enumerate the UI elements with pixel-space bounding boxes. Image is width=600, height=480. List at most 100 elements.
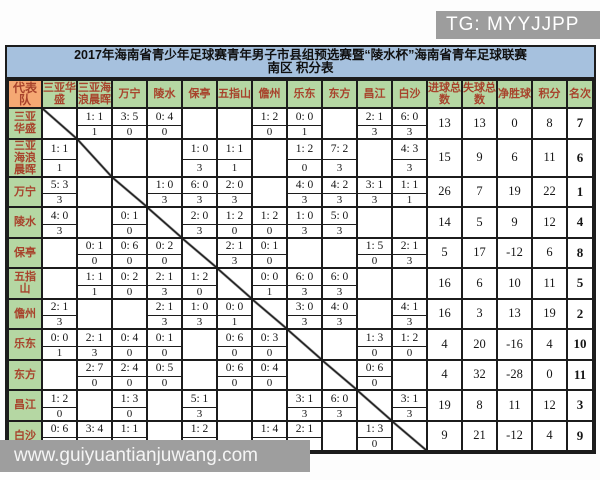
match-score-cell: 0: 0 — [251, 267, 288, 286]
total-goals-for-cell: 19 — [426, 389, 463, 422]
match-points-cell: 0 — [76, 254, 113, 269]
match-points-cell: 1 — [216, 159, 253, 178]
rank-cell: 5 — [566, 267, 594, 300]
no-match-cell — [76, 297, 113, 330]
total-points-cell: 8 — [531, 107, 568, 140]
match-points-cell: 3 — [181, 223, 218, 239]
match-score-cell: 2: 1 — [391, 236, 428, 255]
opponent-column-header: 三亚海浪晨晖 — [76, 79, 113, 109]
match-points-cell: 3 — [321, 159, 358, 178]
no-match-cell — [321, 419, 358, 452]
team-label: 万宁 — [7, 175, 43, 208]
goal-difference-cell: 11 — [496, 389, 533, 422]
match-points-cell: 0 — [391, 345, 428, 361]
match-points-cell: 1 — [216, 315, 253, 330]
match-points-cell: 0 — [251, 124, 288, 140]
no-match-cell — [391, 206, 428, 239]
match-points-cell: 3 — [181, 193, 218, 208]
team-label: 东方 — [7, 358, 43, 391]
match-score-cell: 1: 1 — [76, 107, 113, 126]
match-points-cell: 0 — [111, 223, 148, 239]
total-goals-against-cell: 8 — [461, 389, 498, 422]
total-goals-against-cell: 5 — [461, 206, 498, 239]
self-match-diagonal-cell — [216, 267, 253, 300]
table-title-line2: 南区 积分表 — [267, 61, 334, 75]
match-points-cell: 3 — [181, 315, 218, 330]
match-score-cell: 1: 1 — [41, 137, 78, 161]
no-match-cell — [251, 137, 288, 178]
self-match-diagonal-cell — [181, 236, 218, 269]
match-score-cell: 2: 0 — [216, 175, 253, 194]
total-goals-for-cell: 13 — [426, 107, 463, 140]
team-score-row: 三亚华盛 1: 1 3: 5 0: 4 1: 2 0: 0 2: 1 6: 0 13 13 0 8 7 — [7, 107, 594, 140]
match-score-cell: 1: 4 — [251, 419, 288, 438]
total-points-cell: 6 — [531, 236, 568, 269]
match-score-cell: 1: 1 — [391, 175, 428, 194]
match-score-cell: 0: 0 — [216, 297, 253, 316]
total-points-cell: 4 — [531, 328, 568, 361]
team-label: 五指山 — [7, 267, 43, 300]
total-goals-for-cell: 14 — [426, 206, 463, 239]
match-points-cell: 3 — [216, 193, 253, 208]
team-score-row: 保亭 0: 1 0: 6 0: 2 2: 1 0: 1 1: 5 2: 1 5 17 -12 6 8 — [7, 236, 594, 269]
match-score-cell: 2: 1 — [146, 297, 183, 316]
match-points-cell: 0 — [111, 254, 148, 269]
match-points-cell: 3 — [321, 315, 358, 330]
team-label: 昌江 — [7, 389, 43, 422]
total-goals-against-cell: 20 — [461, 328, 498, 361]
team-score-row: 陵水 4: 0 0: 1 2: 0 1: 2 1: 2 1: 0 5: 0 14 5 9 12 4 — [7, 206, 594, 239]
no-match-cell — [111, 297, 148, 330]
rank-cell: 2 — [566, 297, 594, 330]
opponent-column-header: 儋州 — [251, 79, 288, 109]
match-score-cell: 1: 2 — [181, 267, 218, 286]
match-score-cell: 1: 2 — [216, 206, 253, 225]
self-match-diagonal-cell — [146, 206, 183, 239]
match-points-cell: 3 — [321, 284, 358, 300]
match-points-cell: 1 — [76, 284, 113, 300]
match-points-cell: 3 — [286, 223, 323, 239]
match-score-cell: 4: 2 — [321, 175, 358, 194]
match-points-cell: 0 — [111, 376, 148, 391]
match-score-cell: 1: 2 — [41, 389, 78, 408]
match-score-cell: 1: 3 — [356, 328, 393, 347]
opponent-column-header: 乐东 — [286, 79, 323, 109]
total-points-cell: 22 — [531, 175, 568, 208]
match-score-cell: 2: 1 — [216, 236, 253, 255]
match-score-cell: 0: 6 — [216, 358, 253, 377]
total-goals-for-cell: 15 — [426, 137, 463, 178]
team-label: 儋州 — [7, 297, 43, 330]
match-score-cell: 3: 1 — [286, 389, 323, 408]
team-label: 三亚海浪晨晖 — [7, 137, 43, 178]
goal-difference-cell: 13 — [496, 297, 533, 330]
match-score-cell: 4: 0 — [321, 297, 358, 316]
team-score-row: 三亚海浪晨晖 1: 1 1: 0 1: 1 1: 2 7: 2 4: 3 15 9 6 11 6 — [7, 137, 594, 178]
match-score-cell: 1: 2 — [181, 419, 218, 438]
no-match-cell — [146, 137, 183, 178]
match-points-cell: 0 — [146, 376, 183, 391]
no-match-cell — [181, 328, 218, 361]
match-score-cell: 2: 1 — [41, 297, 78, 316]
match-points-cell: 3 — [41, 193, 78, 208]
table-title: 2017年海南省青少年足球赛青年男子市县组预选赛暨“陵水杯”海南省青年足球联赛 … — [7, 47, 594, 79]
match-score-cell: 3: 5 — [111, 107, 148, 126]
summary-column-header: 失球总数 — [461, 79, 498, 109]
self-match-diagonal-cell — [111, 175, 148, 208]
total-goals-for-cell: 4 — [426, 358, 463, 391]
summary-column-header: 净胜球 — [496, 79, 533, 109]
match-points-cell: 0 — [286, 159, 323, 178]
points-table: 代表队 三亚华盛 三亚海浪晨晖 万宁 陵水 保亭 五指山 儋州 乐东 东方 昌江 白沙 进球总数 失球总数… — [7, 79, 594, 452]
team-score-row: 乐东 0: 0 2: 1 0: 4 0: 1 0: 6 0: 3 1: 3 1: 2 4 20 -16… — [7, 328, 594, 361]
match-score-cell: 0: 6 — [41, 419, 78, 438]
match-points-cell: 3 — [286, 406, 323, 422]
match-score-cell: 4: 0 — [41, 206, 78, 225]
match-points-cell: 0 — [76, 376, 113, 391]
match-score-cell: 0: 2 — [146, 236, 183, 255]
no-match-cell — [356, 206, 393, 239]
rank-cell: 9 — [566, 419, 594, 452]
match-points-cell: 3 — [146, 193, 183, 208]
no-match-cell — [391, 267, 428, 300]
no-match-cell — [391, 358, 428, 391]
team-score-row: 五指山 1: 1 0: 2 2: 1 1: 2 0: 0 6: 0 6: 0 16 6 10 11 5 — [7, 267, 594, 300]
match-score-cell: 1: 2 — [251, 107, 288, 126]
